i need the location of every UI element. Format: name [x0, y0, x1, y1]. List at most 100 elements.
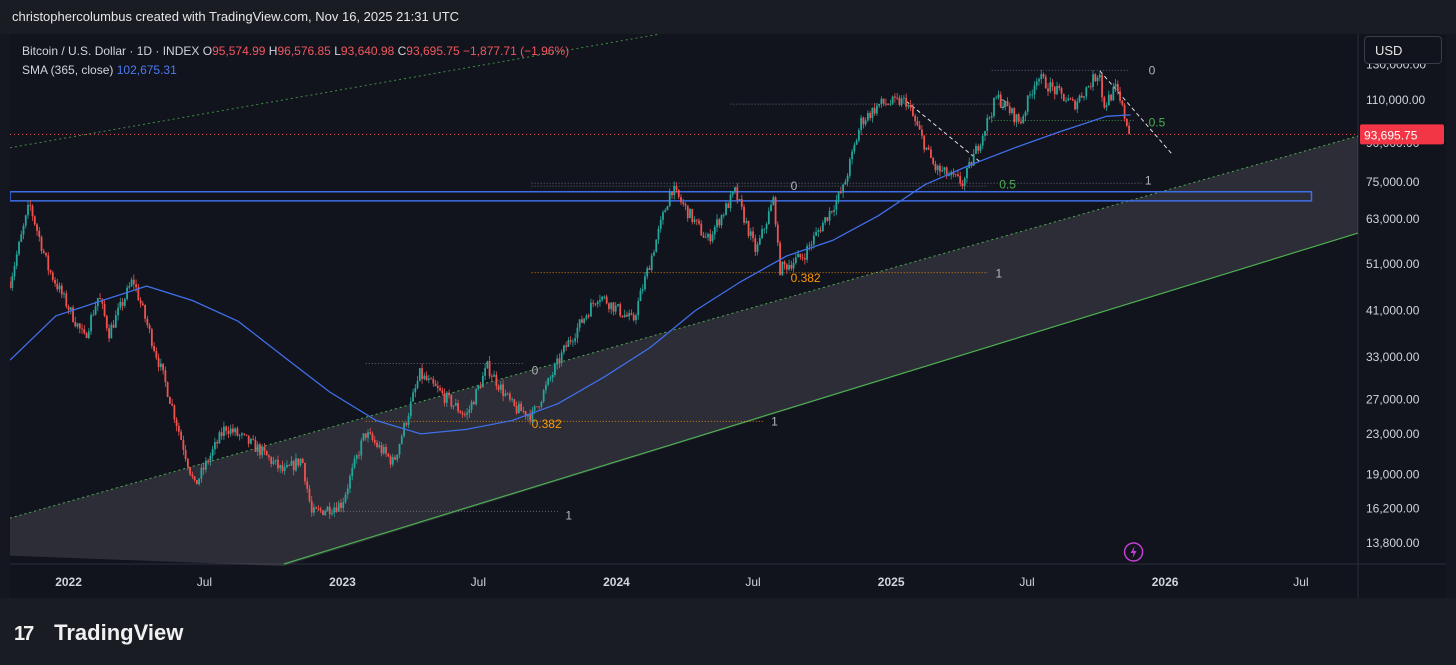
candle-body [846, 175, 849, 182]
candle-body [389, 456, 392, 465]
candle-body [1094, 74, 1097, 82]
candle-body [736, 187, 739, 201]
candle-body [1078, 95, 1081, 102]
candle-body [803, 258, 806, 260]
trend-line-current [1099, 70, 1173, 155]
candle-body [704, 237, 707, 239]
price-tick-label: 51,000.00 [1366, 257, 1420, 271]
candle-body [558, 358, 561, 364]
candle-body [522, 411, 525, 412]
candle-body [576, 327, 579, 339]
candle-body [855, 140, 858, 145]
candle-body [682, 202, 685, 205]
candle-body [848, 159, 851, 176]
candle-body [261, 446, 264, 456]
fib2-label-382: 0.382 [791, 271, 821, 285]
candle-body [655, 239, 658, 253]
candle-body [959, 175, 962, 184]
symbol-name[interactable]: Bitcoin / U.S. Dollar · 1D · INDEX [22, 44, 200, 58]
open-label: O [202, 44, 213, 58]
candle-body [896, 97, 899, 99]
candle-body [270, 457, 273, 464]
candle-body [594, 303, 597, 305]
candle-body [159, 363, 162, 368]
candle-body [396, 454, 399, 460]
candle-body [578, 319, 581, 328]
candle-body [22, 225, 25, 235]
candle-body [779, 242, 781, 275]
candle-body [342, 502, 345, 508]
candle-body [441, 390, 444, 393]
candle-body [1008, 106, 1011, 113]
price-tick-label: 27,000.00 [1366, 393, 1420, 407]
candle-body [698, 220, 700, 224]
candle-body [168, 396, 171, 404]
candle-body [36, 224, 38, 231]
candle-body [1069, 98, 1072, 100]
candle-body [927, 147, 930, 150]
candle-body [398, 444, 401, 455]
candle-body [45, 252, 47, 256]
candle-body [772, 197, 775, 205]
candle-body [324, 511, 327, 515]
last-price-tag [1360, 124, 1444, 145]
candle-body [229, 428, 232, 434]
candle-body [1065, 100, 1067, 102]
candle-body [596, 301, 599, 305]
candle-body [617, 304, 619, 306]
candle-body [409, 401, 412, 417]
candle-body [1083, 96, 1085, 98]
candle-body [430, 378, 432, 380]
candle-body [781, 261, 784, 275]
time-tick-label: 2022 [55, 575, 82, 589]
candle-body [466, 412, 468, 415]
candle-body [1067, 98, 1070, 101]
candle-body [56, 283, 59, 290]
candle-body [808, 245, 811, 247]
candle-body [110, 324, 113, 339]
candle-body [826, 217, 829, 221]
candle-body [166, 382, 169, 397]
candle-body [903, 97, 905, 99]
candle-body [90, 315, 92, 332]
candle-body [684, 204, 687, 206]
candle-body [373, 440, 376, 443]
candle-body [33, 216, 36, 225]
candle-body [912, 107, 914, 116]
price-tick-label: 63,000.00 [1366, 212, 1420, 226]
candle-body [756, 244, 759, 252]
candle-body [288, 464, 291, 466]
candle-body [268, 455, 270, 458]
candle-body [135, 284, 137, 288]
candle-body [743, 206, 745, 223]
candle-body [432, 378, 435, 384]
sma-label[interactable]: SMA (365, close) [22, 63, 114, 77]
candle-body [488, 361, 491, 377]
candle-body [758, 238, 761, 245]
candle-body [821, 222, 824, 232]
candle-body [200, 467, 203, 479]
candle-body [351, 467, 354, 477]
candle-body [137, 287, 140, 301]
candle-body [878, 103, 881, 106]
candle-body [533, 406, 536, 411]
candle-body [544, 384, 547, 391]
candle-body [335, 507, 338, 512]
candle-body [189, 467, 192, 475]
candle-body [394, 457, 396, 460]
channel-lower-line [283, 232, 1359, 565]
candle-body [508, 393, 511, 400]
candle-body [1087, 86, 1090, 88]
candle-body [331, 512, 333, 515]
candle-body [835, 199, 838, 210]
candle-body [220, 432, 223, 436]
currency-button[interactable]: USD [1364, 36, 1442, 64]
candle-body [128, 286, 131, 288]
candle-body [934, 163, 937, 171]
time-tick-label: Jul [471, 575, 486, 589]
candle-body [729, 194, 732, 209]
candle-body [1060, 88, 1063, 94]
candle-body [238, 435, 241, 436]
candle-body [322, 510, 324, 515]
price-chart[interactable]: 110.382000.382100.500.51130,000.00110,00… [10, 34, 1446, 598]
